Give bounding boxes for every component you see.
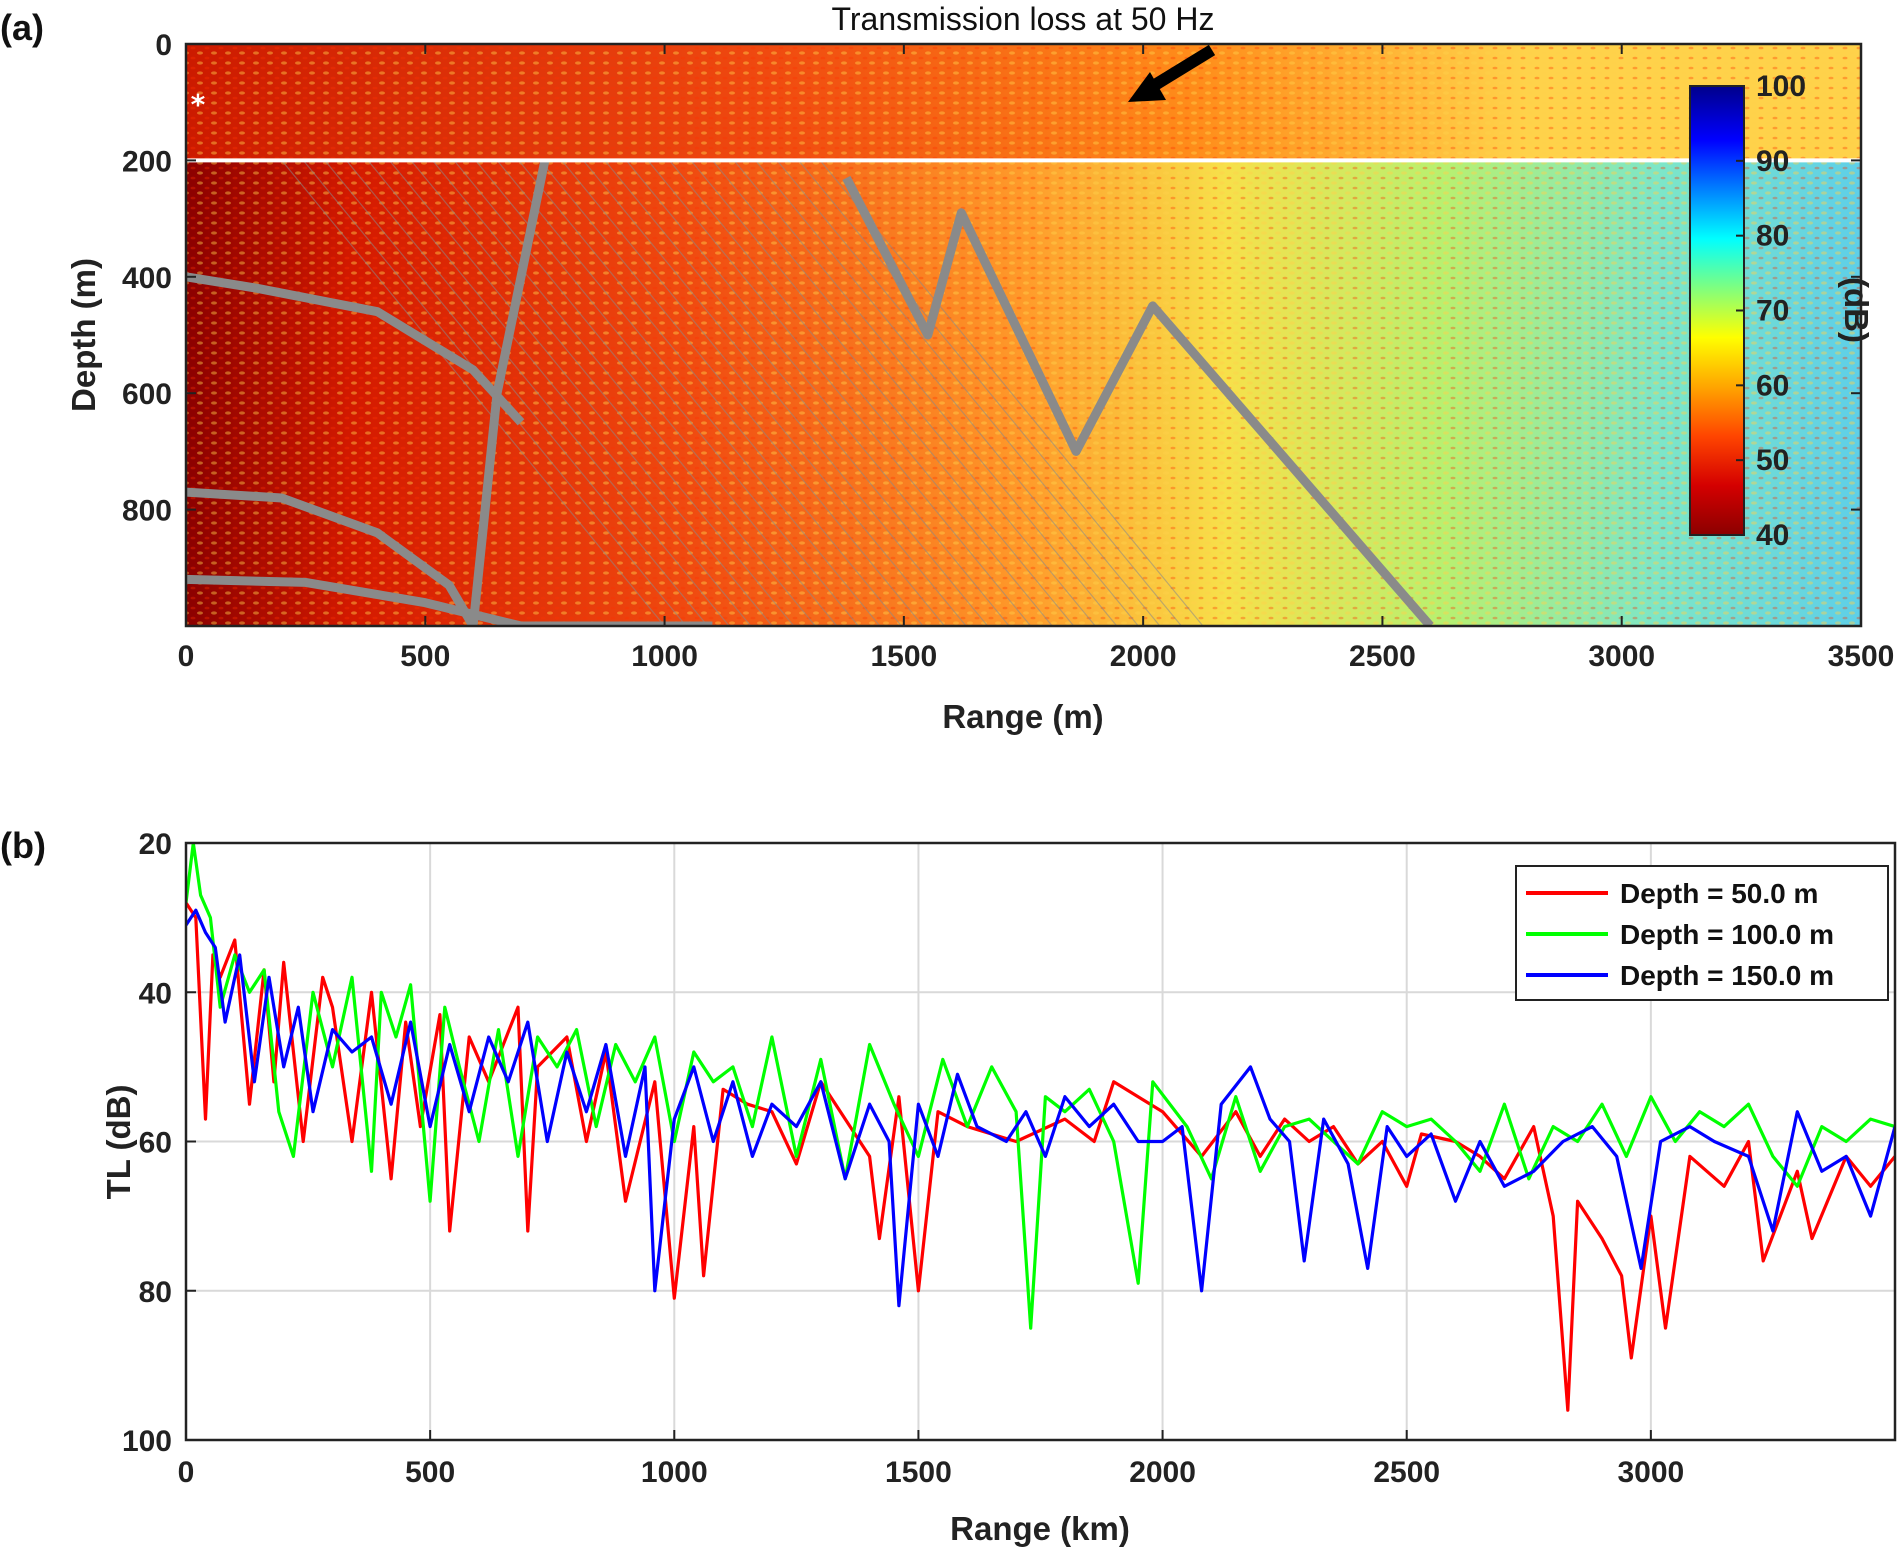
colorbar-tick-label: 50	[1756, 444, 1789, 477]
plot-a-ylabel: Depth (m)	[65, 258, 102, 412]
series-line-2	[186, 843, 1895, 1330]
contour-line	[475, 160, 859, 626]
legend-label-50: Depth = 50.0 m	[1620, 878, 1818, 909]
plot-a-xlabel: Range (m)	[942, 698, 1103, 735]
x-tick-label: 3000	[1617, 1456, 1684, 1489]
contour-line	[281, 160, 666, 626]
legend: Depth = 50.0 m Depth = 100.0 m Depth = 1…	[1515, 865, 1889, 1001]
x-tick-label: 1500	[885, 1456, 952, 1489]
colorbar-tick-label: 40	[1756, 519, 1789, 552]
x-tick-label: 1500	[870, 640, 937, 673]
contour-line	[798, 160, 1182, 626]
x-tick-label: 2000	[1110, 640, 1177, 673]
x-tick-label: 2000	[1129, 1456, 1196, 1489]
contour-line	[733, 160, 1118, 626]
plot-a-frame	[184, 42, 1863, 628]
y-tick-label: 800	[122, 495, 172, 528]
contour-line	[345, 160, 730, 626]
colorbar-tick-label: 90	[1756, 145, 1789, 178]
contour-line	[604, 160, 989, 626]
ray-path-1	[186, 272, 525, 426]
plot-b-series	[186, 843, 1895, 1412]
colorbar-tick-label: 70	[1756, 295, 1789, 328]
plot-b-xlabel: Range (km)	[950, 1510, 1130, 1547]
contour-line	[518, 160, 902, 626]
colorbar-ticks: 40 50 60 70 80 90 100	[1736, 70, 1806, 552]
legend-label-100: Depth = 100.0 m	[1620, 919, 1834, 950]
heatmap-image	[186, 44, 1861, 626]
legend-label-150: Depth = 150.0 m	[1620, 960, 1834, 991]
y-tick-label: 400	[122, 262, 172, 295]
contour-line	[539, 160, 924, 626]
contour-line	[668, 160, 1053, 626]
series-line-3	[186, 908, 1895, 1308]
contour-line	[367, 160, 752, 626]
contour-line	[819, 160, 1204, 626]
contour-line	[561, 160, 945, 626]
plot-b-ylabel: TL (dB)	[100, 1085, 137, 1200]
contour-line	[302, 160, 687, 626]
contour-line	[776, 160, 1161, 626]
colorbar-label: (dB)	[1838, 277, 1875, 343]
x-tick-label: 500	[405, 1456, 455, 1489]
x-tick-label: 2500	[1349, 640, 1416, 673]
contour-line	[647, 160, 1032, 626]
contour-line	[711, 160, 1096, 626]
contour-line	[324, 160, 709, 626]
x-tick-label: 0	[178, 1456, 195, 1489]
x-tick-label: 0	[178, 640, 195, 673]
y-tick-label: 600	[122, 378, 172, 411]
contour-line	[625, 160, 1010, 626]
contour-line	[582, 160, 967, 626]
colorbar-tick-label: 100	[1756, 70, 1806, 103]
contour-line	[410, 160, 795, 626]
contour-line	[453, 160, 838, 626]
panel-b-label: (b)	[0, 825, 46, 866]
x-tick-label: 500	[400, 640, 450, 673]
contour-line	[388, 160, 773, 626]
panel-a-label: (a)	[0, 7, 44, 48]
colorbar-tick-label: 60	[1756, 369, 1789, 402]
colorbar	[1689, 85, 1745, 536]
x-tick-label: 3500	[1828, 640, 1895, 673]
y-tick-label: 60	[139, 1127, 172, 1160]
x-tick-label: 1000	[631, 640, 698, 673]
y-tick-label: 80	[139, 1276, 172, 1309]
y-tick-label: 200	[122, 145, 172, 178]
ray-path-3	[186, 159, 550, 626]
ray-path-4	[842, 175, 1434, 626]
contour-line	[432, 160, 816, 626]
y-tick-label: 0	[155, 29, 172, 62]
ray-paths	[186, 159, 1434, 626]
annotation-text: Transmission loss at 50 Hz	[832, 1, 1215, 37]
source-marker: *	[191, 88, 206, 121]
y-tick-label: 100	[122, 1425, 172, 1458]
contour-line	[690, 160, 1075, 626]
y-tick-label: 40	[139, 977, 172, 1010]
axes-a-ticks: 0 500 1000 1500 2000 2500 3000 3500 0 200 400 600 80…	[122, 29, 1894, 673]
colorbar-tick-label: 80	[1756, 220, 1789, 253]
contour-line	[755, 160, 1139, 626]
axes-b-ticks: 0 500 1000 1500 2000 2500 3000 20 40 60 80 100	[122, 828, 1684, 1489]
y-tick-label: 20	[139, 828, 172, 861]
x-tick-label: 3000	[1588, 640, 1655, 673]
annotation-arrow	[1128, 44, 1216, 102]
contour-line	[496, 160, 881, 626]
x-tick-label: 2500	[1373, 1456, 1440, 1489]
x-tick-label: 1000	[641, 1456, 708, 1489]
